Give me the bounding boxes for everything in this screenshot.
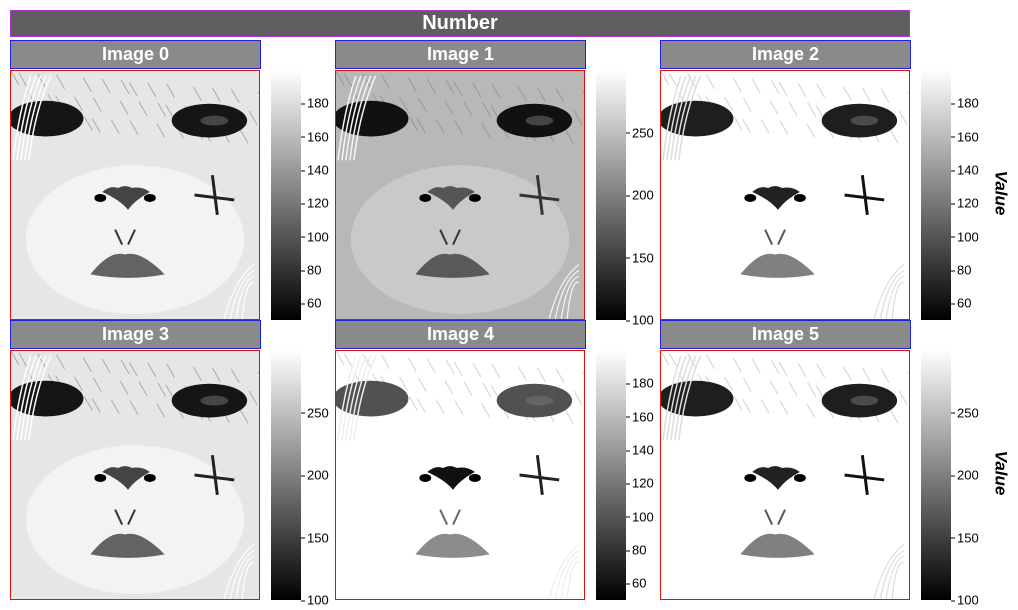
cross-mark bbox=[844, 454, 885, 496]
mouth bbox=[415, 533, 490, 558]
colorbar-4 bbox=[596, 350, 626, 600]
nose bbox=[102, 186, 150, 210]
colorbar-tick-label: 150 bbox=[301, 530, 329, 545]
colorbar-5 bbox=[921, 350, 951, 600]
mouth bbox=[90, 253, 165, 278]
panel-title-2: Image 2 bbox=[660, 40, 911, 69]
colorbar-tick-label: 80 bbox=[950, 262, 972, 278]
colorbar-tick-label: 60 bbox=[950, 295, 972, 311]
colorbar-tick-label: 200 bbox=[951, 467, 979, 483]
colorbar-tick-label: 100 bbox=[626, 509, 654, 525]
colorbar-tick-label: 80 bbox=[300, 262, 322, 278]
cat-image-1 bbox=[335, 70, 585, 320]
nose bbox=[427, 466, 475, 490]
colorbar-label-bottom: Value bbox=[991, 450, 1011, 496]
colorbar-tick-label: 150 bbox=[626, 250, 654, 265]
cross-mark bbox=[194, 454, 235, 496]
colorbar-tick-label: 160 bbox=[301, 129, 329, 145]
left-eye bbox=[661, 380, 734, 417]
cat-image-5 bbox=[660, 350, 910, 600]
mouth bbox=[740, 253, 815, 278]
colorbar-tick-label: 150 bbox=[951, 530, 979, 545]
colorbar-tick-label: 100 bbox=[301, 229, 329, 245]
colorbar-0 bbox=[271, 70, 301, 320]
colorbar-tick-label: 140 bbox=[951, 162, 979, 178]
left-eye bbox=[336, 380, 409, 417]
colorbar-tick-label: 120 bbox=[951, 195, 979, 211]
colorbar-tick-label: 140 bbox=[626, 442, 654, 458]
cat-image-4 bbox=[335, 350, 585, 600]
colorbar-tick-label: 100 bbox=[301, 592, 329, 608]
panel-title-3: Image 3 bbox=[10, 320, 261, 349]
mouth bbox=[90, 533, 165, 558]
nose bbox=[752, 466, 800, 490]
colorbar-tick-label: 250 bbox=[626, 125, 654, 140]
panel-title-1: Image 1 bbox=[335, 40, 586, 69]
cross-mark bbox=[519, 454, 560, 496]
colorbar-tick-label: 60 bbox=[625, 575, 647, 591]
colorbar-tick-label: 160 bbox=[626, 409, 654, 425]
colorbar-tick-label: 140 bbox=[301, 162, 329, 178]
colorbar-tick-label: 200 bbox=[626, 187, 654, 203]
colorbar-2 bbox=[921, 70, 951, 320]
figure-title: Number bbox=[10, 10, 910, 37]
left-eye bbox=[336, 100, 409, 137]
left-eye bbox=[11, 380, 84, 417]
colorbar-1 bbox=[596, 70, 626, 320]
colorbar-tick-label: 100 bbox=[626, 312, 654, 328]
colorbar-3 bbox=[271, 350, 301, 600]
colorbar-tick-label: 250 bbox=[301, 405, 329, 420]
nose bbox=[427, 186, 475, 210]
colorbar-label-top: Value bbox=[991, 170, 1011, 216]
colorbar-tick-label: 60 bbox=[300, 295, 322, 311]
nose bbox=[752, 186, 800, 210]
cross-mark bbox=[844, 174, 885, 216]
nose bbox=[102, 466, 150, 490]
colorbar-tick-label: 160 bbox=[951, 129, 979, 145]
colorbar-tick-label: 120 bbox=[626, 475, 654, 491]
cross-mark bbox=[194, 174, 235, 216]
colorbar-tick-label: 80 bbox=[625, 542, 647, 558]
left-eye bbox=[661, 100, 734, 137]
cat-image-3 bbox=[10, 350, 260, 600]
panel-title-4: Image 4 bbox=[335, 320, 586, 349]
colorbar-tick-label: 180 bbox=[301, 95, 329, 111]
panel-title-0: Image 0 bbox=[10, 40, 261, 69]
colorbar-tick-label: 180 bbox=[626, 375, 654, 391]
cat-image-2 bbox=[660, 70, 910, 320]
left-eye bbox=[11, 100, 84, 137]
colorbar-tick-label: 100 bbox=[951, 229, 979, 245]
panel-title-5: Image 5 bbox=[660, 320, 911, 349]
mouth bbox=[740, 533, 815, 558]
cross-mark bbox=[519, 174, 560, 216]
colorbar-tick-label: 250 bbox=[951, 405, 979, 420]
mouth bbox=[415, 253, 490, 278]
colorbar-tick-label: 200 bbox=[301, 467, 329, 483]
colorbar-tick-label: 120 bbox=[301, 195, 329, 211]
colorbar-tick-label: 180 bbox=[951, 95, 979, 111]
cat-image-0 bbox=[10, 70, 260, 320]
colorbar-tick-label: 100 bbox=[951, 592, 979, 608]
